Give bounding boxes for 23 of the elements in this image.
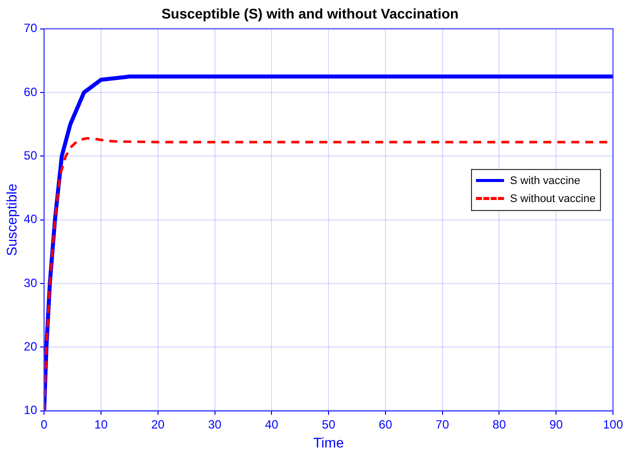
y-tick-label: 70 [24,21,38,36]
x-tick-label: 50 [322,417,336,432]
y-tick-label: 10 [24,403,38,418]
x-tick-label: 80 [492,417,506,432]
y-tick-label: 60 [24,84,38,99]
x-tick-label: 40 [265,417,279,432]
y-tick-label: 20 [24,339,38,354]
x-axis-title: Time [313,434,344,450]
legend-label: S with vaccine [510,174,580,187]
y-tick-label: 30 [24,276,38,290]
x-tick-label: 0 [40,417,48,432]
chart-title: Susceptible (S) with and without Vaccination [161,5,459,22]
x-tick-label: 100 [602,417,624,432]
legend-label: S without vaccine [510,192,596,205]
x-tick-label: 10 [94,417,108,432]
x-tick-label: 20 [151,417,165,432]
x-tick-label: 70 [436,417,450,432]
x-tick-label: 60 [378,417,392,432]
y-tick-label: 40 [24,212,38,226]
x-tick-label: 90 [549,417,564,432]
y-tick-label: 50 [24,148,38,162]
x-tick-label: 30 [208,417,222,432]
y-axis-title: Susceptible [3,183,20,256]
